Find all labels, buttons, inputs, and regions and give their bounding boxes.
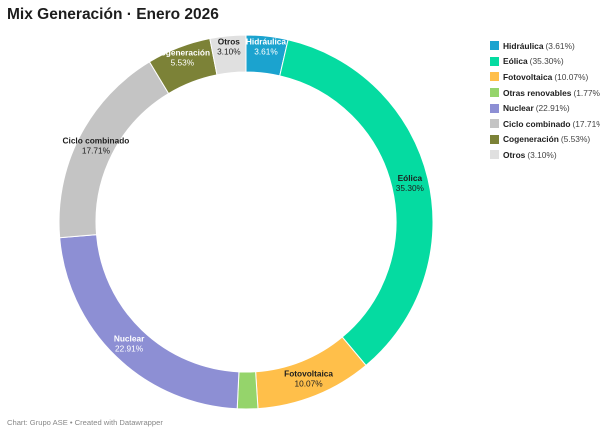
slice-eólica [279, 39, 434, 367]
slice-label: Ciclo combinado 17.71% [63, 135, 130, 155]
slice-label-name: Otros [218, 36, 241, 46]
legend-value: (10.07%) [554, 71, 589, 82]
slice-label: Cogeneración 5.53% [155, 47, 210, 67]
legend-swatch [490, 150, 499, 160]
legend-swatch [490, 103, 499, 113]
legend-value: (35.30%) [529, 56, 564, 67]
slice-label-value: 10.07% [294, 378, 323, 388]
footer-credit: Chart: Grupo ASE • Created with Datawrap… [7, 418, 163, 427]
legend-label: Cogeneración [503, 134, 559, 145]
slice-label-value: 5.53% [171, 57, 195, 67]
legend-item: Nuclear (22.91%) [490, 100, 598, 116]
legend-label: Ciclo combinado [503, 118, 571, 129]
slice-label-name: Fotovoltaica [284, 368, 333, 378]
legend: Hidráulica (3.61%) Eólica (35.30%) Fotovolta… [490, 38, 600, 163]
donut-labels: Hidráulica 3.61%Eólica 35.30%Fotovoltaica 1… [63, 36, 425, 388]
legend-item: Ciclo combinado(17.71%) [490, 116, 600, 132]
legend-item: Cogeneración (5.53%) [490, 132, 598, 148]
slice-label: Nuclear 22.91% [114, 333, 145, 353]
legend-value: (17.71%) [572, 118, 600, 129]
slice-label-value: 17.71% [82, 145, 111, 155]
slice-label-value: 35.30% [396, 183, 425, 193]
legend-item: Otros (3.10%) [490, 147, 598, 163]
legend-swatch [490, 41, 499, 51]
slice-otros [209, 34, 247, 76]
slice-label-value: 22.91% [115, 343, 144, 353]
slice-label-value: 3.10% [217, 46, 241, 56]
slice-label-name: Nuclear [114, 333, 145, 343]
chart-title: Mix Generación · Enero 2026 [7, 6, 219, 23]
legend-swatch [490, 56, 499, 66]
legend-swatch [490, 119, 499, 129]
legend-value: (5.53%) [560, 134, 591, 145]
slice-label-name: Ciclo combinado [63, 135, 130, 145]
legend-label: Hidráulica [503, 40, 544, 51]
legend-label: Nuclear [503, 103, 534, 114]
legend-item: Eólica (35.30%) [490, 54, 598, 70]
legend-label: Eólica [503, 56, 528, 67]
legend-item: Otras renovables (1.77%) [490, 85, 600, 101]
legend-value: (22.91%) [535, 103, 570, 114]
slice-label: Eólica 35.30% [396, 173, 425, 193]
legend-swatch [490, 72, 499, 82]
legend-swatch [490, 134, 499, 144]
legend-swatch [490, 88, 499, 98]
slice-ciclo-combinado [58, 61, 170, 239]
legend-label: Fotovoltaica [503, 71, 553, 82]
slice-nuclear [59, 234, 240, 410]
slice-label-name: Cogeneración [155, 47, 210, 57]
legend-value: (3.10%) [527, 149, 557, 160]
legend-item: Fotovoltaica (10.07%) [490, 69, 598, 85]
legend-label: Otros [503, 149, 526, 160]
slice-label: Fotovoltaica 10.07% [284, 368, 333, 388]
donut-slices [58, 34, 434, 410]
slice-otras-renovables [236, 371, 259, 410]
slice-label-value: 3.61% [254, 47, 278, 57]
legend-item: Hidráulica (3.61%) [490, 38, 598, 54]
slice-label: Hidráulica 3.61% [246, 37, 287, 57]
slice-label-name: Hidráulica [246, 37, 287, 47]
legend-value: (1.77%) [573, 87, 600, 98]
slice-label-name: Eólica [398, 173, 423, 183]
slice-label: Otros 3.10% [217, 36, 241, 56]
legend-value: (3.61%) [545, 40, 575, 51]
legend-label: Otras renovables [503, 87, 572, 98]
